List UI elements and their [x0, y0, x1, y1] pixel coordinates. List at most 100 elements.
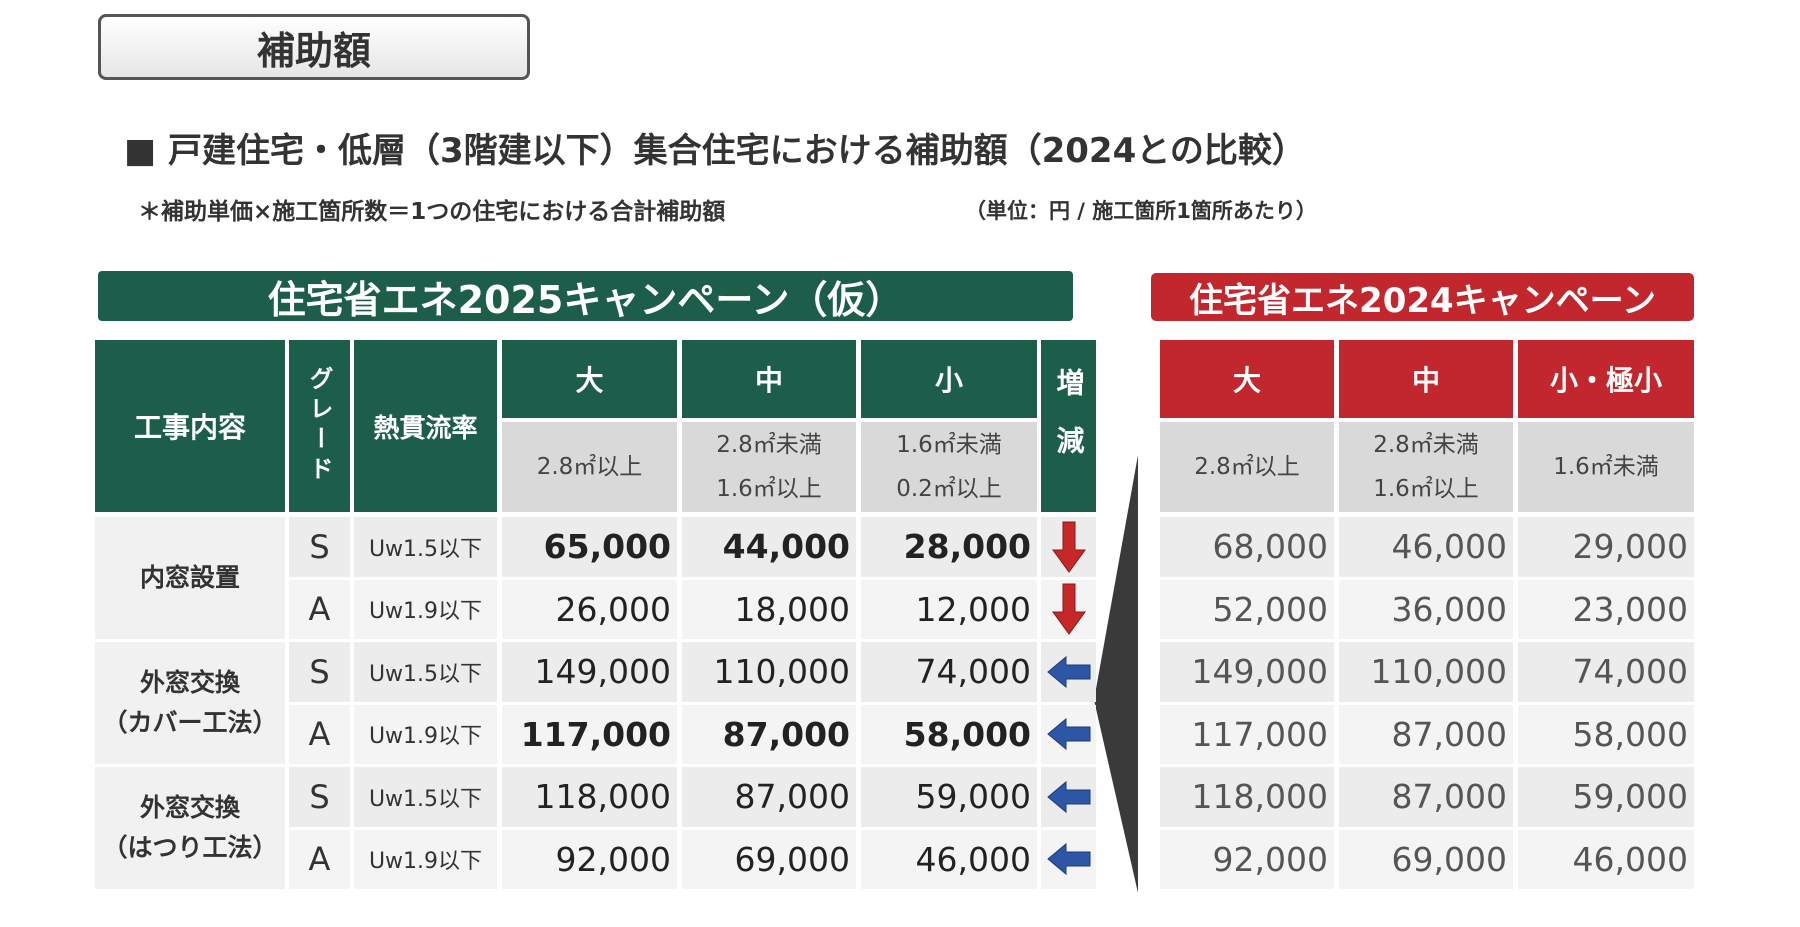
arrow-down [1051, 583, 1086, 636]
value-cell: 149,000 [502, 642, 677, 702]
banner-2024: 住宅省エネ2024キャンペーン [1151, 273, 1694, 321]
size-line: 1.6㎡以上 [1373, 476, 1479, 502]
header-cell: 大 [502, 340, 677, 418]
value-cell: 69,000 [682, 829, 856, 889]
size-line: 2.8㎡以上 [1194, 454, 1300, 480]
size-cell: 2.8㎡未満 1.6㎡以上 [1339, 422, 1513, 512]
value-cell: 117,000 [502, 704, 677, 764]
arrow-left [1046, 655, 1090, 688]
grade-cell: A [289, 829, 350, 889]
trend-arrow [1041, 829, 1096, 889]
header-cell: グレード [289, 340, 350, 512]
value-cell: 28,000 [861, 517, 1037, 577]
grade-cell: S [289, 517, 350, 577]
value-cell: 58,000 [1518, 704, 1694, 764]
group-line: 外窓交換 [139, 793, 240, 822]
value-cell: 74,000 [861, 642, 1037, 702]
size-cell: 2.8㎡以上 [1160, 422, 1334, 512]
value-cell: 52,000 [1160, 579, 1334, 639]
value-cell: 58,000 [861, 704, 1037, 764]
header-cell: 中 [1339, 340, 1513, 418]
unit: （単位：円 / 施工箇所1箇所あたり） [965, 199, 1317, 223]
value-cell: 59,000 [861, 767, 1037, 827]
header-cell: 熱貫流率 [354, 340, 497, 512]
arrow-down [1051, 521, 1086, 573]
badge: 補助額 [98, 14, 530, 80]
value-cell: 74,000 [1518, 642, 1694, 702]
grade-cell: A [289, 704, 350, 764]
note: ＊補助単価×施工箇所数＝1つの住宅における合計補助額 [138, 199, 726, 225]
value-cell: 87,000 [682, 767, 856, 827]
value-cell: 65,000 [502, 517, 677, 577]
value-cell: 92,000 [502, 829, 677, 889]
size-line: 1.6㎡未満 [896, 432, 1002, 458]
uw-cell: Uw1.5以下 [354, 642, 497, 702]
value-cell: 69,000 [1339, 829, 1513, 889]
trend-arrow [1041, 517, 1096, 577]
value-cell: 36,000 [1339, 579, 1513, 639]
group-line: （カバー工法） [102, 708, 278, 737]
value-cell: 87,000 [1339, 767, 1513, 827]
value-cell: 46,000 [861, 829, 1037, 889]
value-cell: 26,000 [502, 579, 677, 639]
value-cell: 12,000 [861, 579, 1037, 639]
header-cell: 小・極小 [1518, 340, 1694, 418]
size-line: 2.8㎡未満 [716, 432, 822, 458]
group-line: 外窓交換 [139, 668, 240, 697]
value-cell: 44,000 [682, 517, 856, 577]
trend-arrow [1041, 579, 1096, 639]
grade-cell: S [289, 767, 350, 827]
uw-cell: Uw1.5以下 [354, 517, 497, 577]
value-cell: 87,000 [682, 704, 856, 764]
value-cell: 110,000 [1339, 642, 1513, 702]
value-cell: 18,000 [682, 579, 856, 639]
group-line: （はつり工法） [102, 833, 278, 862]
trend-arrow [1041, 704, 1096, 764]
header-cell: 小 [861, 340, 1037, 418]
value-cell: 29,000 [1518, 517, 1694, 577]
trend-arrow [1041, 642, 1096, 702]
size-line: 0.2㎡以上 [896, 476, 1002, 502]
group-cell: 外窓交換 （カバー工法） [95, 642, 285, 764]
size-line: 2.8㎡未満 [1373, 432, 1479, 458]
grade-cell: A [289, 579, 350, 639]
divider-wedge [1094, 455, 1138, 893]
header-cell: 中 [682, 340, 856, 418]
title: ■ 戸建住宅・低層（3階建以下）集合住宅における補助額（2024との比較） [124, 130, 1306, 171]
value-cell: 46,000 [1339, 517, 1513, 577]
banner-2025: 住宅省エネ2025キャンペーン（仮） [98, 271, 1073, 322]
value-cell: 23,000 [1518, 579, 1694, 639]
value-cell: 87,000 [1339, 704, 1513, 764]
size-line: 1.6㎡未満 [1553, 454, 1659, 480]
value-cell: 46,000 [1518, 829, 1694, 889]
uw-cell: Uw1.9以下 [354, 579, 497, 639]
size-line: 2.8㎡以上 [536, 454, 643, 480]
value-cell: 117,000 [1160, 704, 1334, 764]
value-cell: 118,000 [1160, 767, 1334, 827]
arrow-left [1046, 843, 1090, 876]
uw-cell: Uw1.5以下 [354, 767, 497, 827]
value-cell: 92,000 [1160, 829, 1334, 889]
value-cell: 149,000 [1160, 642, 1334, 702]
value-cell: 110,000 [682, 642, 856, 702]
header-cell: 増減 [1041, 340, 1096, 512]
value-cell: 68,000 [1160, 517, 1334, 577]
size-cell: 1.6㎡未満 [1518, 422, 1694, 512]
size-cell: 1.6㎡未満 0.2㎡以上 [861, 422, 1037, 512]
group-cell: 外窓交換 （はつり工法） [95, 767, 285, 889]
uw-cell: Uw1.9以下 [354, 829, 497, 889]
size-cell: 2.8㎡未満 1.6㎡以上 [682, 422, 856, 512]
value-cell: 118,000 [502, 767, 677, 827]
group-cell: 内窓設置 [95, 517, 285, 639]
uw-cell: Uw1.9以下 [354, 704, 497, 764]
size-line: 1.6㎡以上 [716, 476, 822, 502]
header-cell: 工事内容 [95, 340, 285, 512]
grade-cell: S [289, 642, 350, 702]
size-cell: 2.8㎡以上 [502, 422, 677, 512]
header-cell: 大 [1160, 340, 1334, 418]
group-line: 内窓設置 [139, 563, 240, 592]
trend-arrow [1041, 767, 1096, 827]
value-cell: 59,000 [1518, 767, 1694, 827]
arrow-left [1046, 780, 1090, 813]
